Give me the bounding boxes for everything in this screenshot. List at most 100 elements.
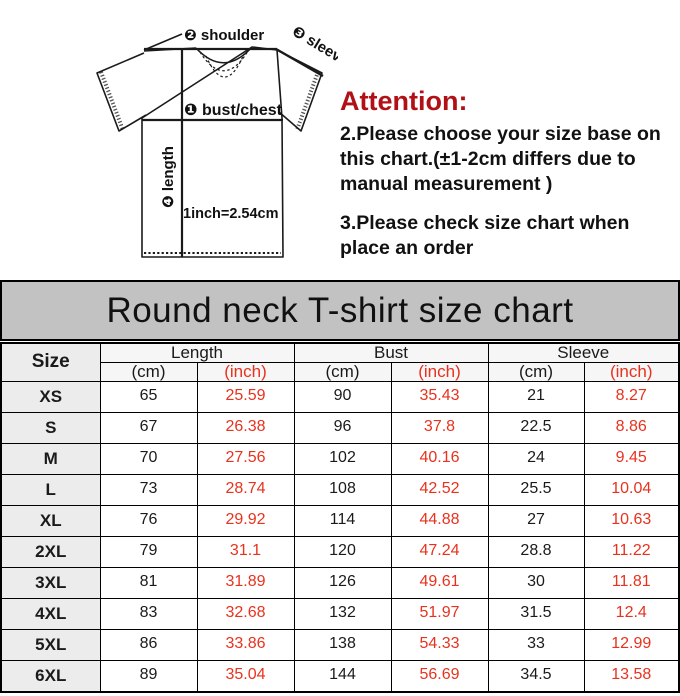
cm-value-cell: 126 [293, 566, 392, 599]
table-row: L 73 28.74 108 42.52 25.5 10.04 [0, 473, 680, 506]
size-column-header: Size [0, 342, 101, 382]
table-row: 3XL 81 31.89 126 49.61 30 11.81 [0, 566, 680, 599]
cm-value-cell: 132 [293, 597, 392, 630]
cm-value-cell: 33 [487, 628, 585, 661]
inch-value-cell: 31.89 [196, 566, 295, 599]
table-row: XS 65 25.59 90 35.43 21 8.27 [0, 380, 680, 413]
inch-value-cell: 25.59 [196, 380, 295, 413]
size-cell: S [0, 411, 101, 444]
size-cell: M [0, 442, 101, 475]
table-row: M 70 27.56 102 40.16 24 9.45 [0, 442, 680, 475]
table-row: XL 76 29.92 114 44.88 27 10.63 [0, 504, 680, 537]
inch-value-cell: 8.27 [583, 380, 680, 413]
attention-note-2: 2.Please choose your size base on this c… [340, 123, 661, 195]
cm-value-cell: 65 [99, 380, 198, 413]
inch-value-cell: 42.52 [390, 473, 489, 506]
attention-block: Attention: 2.Please choose your size bas… [340, 86, 676, 275]
length-group-header: Length [99, 342, 295, 363]
sleeve-label: ❸ sleeve [289, 23, 338, 70]
left-cuff-hatch [99, 71, 125, 131]
cm-value-cell: 79 [99, 535, 198, 568]
size-cell: 2XL [0, 535, 101, 568]
inch-value-cell: 40.16 [390, 442, 489, 475]
inch-conversion-note: 1inch=2.54cm [183, 206, 279, 222]
inch-value-cell: 37.8 [390, 411, 489, 444]
inch-value-cell: 44.88 [390, 504, 489, 537]
inch-value-cell: 27.56 [196, 442, 295, 475]
table-row: S 67 26.38 96 37.8 22.5 8.86 [0, 411, 680, 444]
inch-value-cell: 29.92 [196, 504, 295, 537]
sleeve-inch-header: (inch) [583, 361, 680, 382]
cm-value-cell: 76 [99, 504, 198, 537]
inch-value-cell: 12.99 [583, 628, 680, 661]
sleeve-group-header: Sleeve [487, 342, 680, 363]
cm-value-cell: 27 [487, 504, 585, 537]
cm-value-cell: 31.5 [487, 597, 585, 630]
sleeve-cm-header: (cm) [487, 361, 585, 382]
cm-value-cell: 138 [293, 628, 392, 661]
cm-value-cell: 30 [487, 566, 585, 599]
shoulder-leader-line [143, 33, 183, 51]
inch-value-cell: 10.63 [583, 504, 680, 537]
inch-value-cell: 8.86 [583, 411, 680, 444]
inch-value-cell: 28.74 [196, 473, 295, 506]
inch-value-cell: 35.43 [390, 380, 489, 413]
cm-value-cell: 25.5 [487, 473, 585, 506]
tshirt-collar-rib [199, 50, 249, 72]
tshirt-measurement-diagram: ❷ shoulder ❸ sleeve ❶ bust/chest ❹ lengt… [76, 12, 351, 274]
inch-value-cell: 13.58 [583, 659, 680, 693]
length-inch-header: (inch) [196, 361, 295, 382]
inch-value-cell: 11.22 [583, 535, 680, 568]
cm-value-cell: 22.5 [487, 411, 585, 444]
cm-value-cell: 89 [99, 659, 198, 693]
cm-value-cell: 120 [293, 535, 392, 568]
size-table-body: XS 65 25.59 90 35.43 21 8.27 S 67 26.38 96 37.8 22.5… [0, 380, 680, 693]
cm-value-cell: 86 [99, 628, 198, 661]
table-row: 2XL 79 31.1 120 47.24 28.8 11.22 [0, 535, 680, 568]
inch-value-cell: 56.69 [390, 659, 489, 693]
size-chart-title: Round neck T-shirt size chart [106, 290, 574, 330]
attention-heading: Attention: [340, 86, 468, 116]
inch-value-cell: 31.1 [196, 535, 295, 568]
table-row: 4XL 83 32.68 132 51.97 31.5 12.4 [0, 597, 680, 630]
cm-value-cell: 34.5 [487, 659, 585, 693]
table-row: 5XL 86 33.86 138 54.33 33 12.99 [0, 628, 680, 661]
inch-value-cell: 35.04 [196, 659, 295, 693]
inch-value-cell: 12.4 [583, 597, 680, 630]
size-cell: XS [0, 380, 101, 413]
size-cell: 4XL [0, 597, 101, 630]
bust-cm-header: (cm) [293, 361, 392, 382]
inch-value-cell: 9.45 [583, 442, 680, 475]
cm-value-cell: 144 [293, 659, 392, 693]
tshirt-diagram-svg: ❷ shoulder ❸ sleeve ❶ bust/chest ❹ lengt… [96, 23, 351, 258]
inch-value-cell: 51.97 [390, 597, 489, 630]
right-cuff-hatch [295, 71, 320, 131]
cm-value-cell: 81 [99, 566, 198, 599]
size-cell: XL [0, 504, 101, 537]
length-label: ❹ length [160, 146, 177, 208]
inch-value-cell: 10.04 [583, 473, 680, 506]
attention-note-3: 3.Please check size chart when place an … [340, 212, 630, 259]
inch-value-cell: 33.86 [196, 628, 295, 661]
cm-value-cell: 70 [99, 442, 198, 475]
length-cm-header: (cm) [99, 361, 198, 382]
inch-value-cell: 47.24 [390, 535, 489, 568]
cm-value-cell: 21 [487, 380, 585, 413]
size-chart-header: Size Length Bust Sleeve (cm) (inch) (cm)… [0, 342, 680, 382]
cm-value-cell: 83 [99, 597, 198, 630]
inch-value-cell: 32.68 [196, 597, 295, 630]
cm-value-cell: 114 [293, 504, 392, 537]
inch-value-cell: 49.61 [390, 566, 489, 599]
sleeve-measure-line [275, 47, 324, 78]
bust-inch-header: (inch) [390, 361, 489, 382]
bust-label: ❶ bust/chest [184, 102, 283, 119]
cm-value-cell: 108 [293, 473, 392, 506]
size-cell: 3XL [0, 566, 101, 599]
inch-value-cell: 26.38 [196, 411, 295, 444]
size-cell: 6XL [0, 659, 101, 693]
cm-value-cell: 67 [99, 411, 198, 444]
cm-value-cell: 28.8 [487, 535, 585, 568]
size-chart-title-band: Round neck T-shirt size chart [0, 280, 680, 341]
size-cell: 5XL [0, 628, 101, 661]
size-cell: L [0, 473, 101, 506]
